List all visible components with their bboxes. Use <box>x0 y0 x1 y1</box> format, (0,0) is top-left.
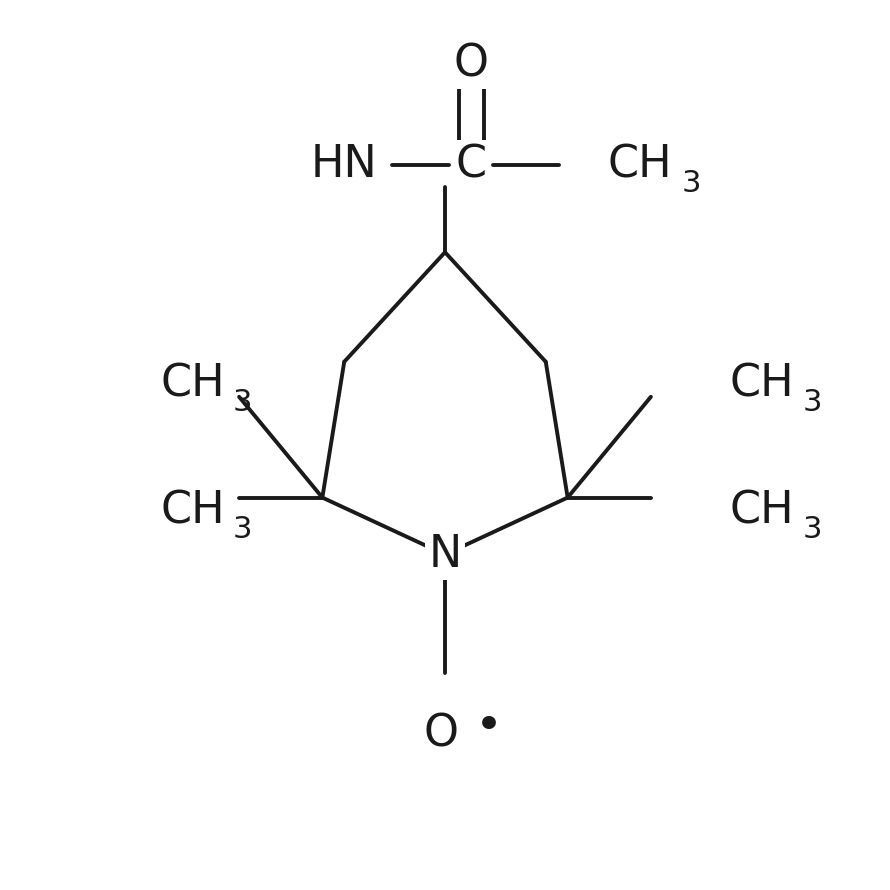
Text: •: • <box>474 705 503 749</box>
Text: HN: HN <box>311 143 377 186</box>
Text: C: C <box>456 143 487 186</box>
Text: CH: CH <box>607 143 672 186</box>
Text: CH: CH <box>160 362 225 405</box>
Text: 3: 3 <box>682 169 701 198</box>
Text: CH: CH <box>730 362 795 405</box>
Text: CH: CH <box>730 490 795 532</box>
Text: 3: 3 <box>803 388 822 417</box>
Text: N: N <box>428 533 462 576</box>
Text: O: O <box>454 43 489 85</box>
Text: 3: 3 <box>233 388 253 417</box>
Text: CH: CH <box>160 490 225 532</box>
Text: 3: 3 <box>803 515 822 545</box>
Text: 3: 3 <box>233 515 253 545</box>
Text: O: O <box>423 713 458 756</box>
